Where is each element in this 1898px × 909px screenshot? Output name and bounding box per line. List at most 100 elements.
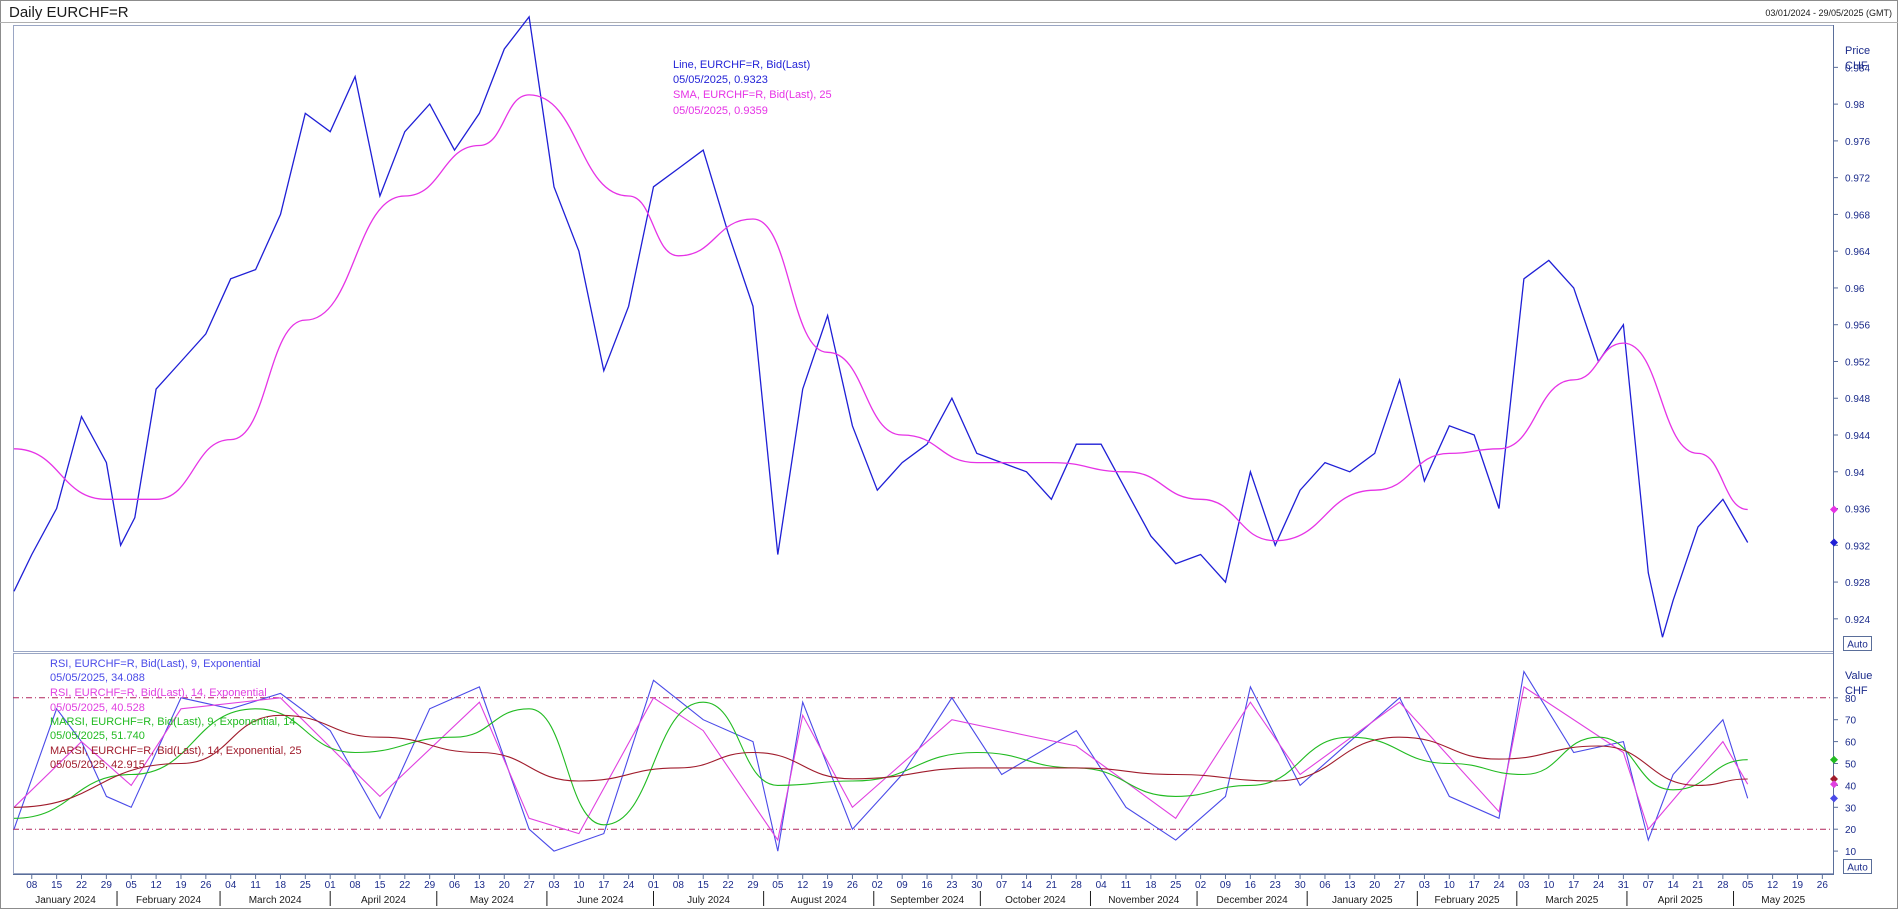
price-tick-label: 0.944 <box>1845 431 1870 442</box>
day-tick-label: 03 <box>1518 880 1530 891</box>
x-axis-ticks: 08 15 22 29 05 12 19 26 04 11 18 25 01 08 15 22 29 06 13 20… <box>26 874 1828 906</box>
day-tick-label: 19 <box>175 880 187 891</box>
value-tick-label: 20 <box>1845 825 1857 836</box>
price-legend: Line, EURCHF=R, Bid(Last) 05/05/2025, 0.… <box>673 59 832 117</box>
marsi9-last-marker <box>1830 755 1838 764</box>
legend-rsi9-value: 05/05/2025, 34.088 <box>50 672 145 684</box>
day-tick-label: 10 <box>1444 880 1456 891</box>
month-label: November 2024 <box>1108 895 1180 906</box>
day-tick-label: 17 <box>598 880 610 891</box>
day-tick-label: 26 <box>200 880 212 891</box>
price-tick-label: 0.956 <box>1845 321 1870 332</box>
day-tick-label: 04 <box>1096 880 1108 891</box>
value-axis-unit: CHF <box>1845 685 1868 697</box>
day-tick-label: 01 <box>325 880 337 891</box>
price-tick-label: 0.984 <box>1845 63 1870 74</box>
price-axis-title: Price <box>1845 45 1870 57</box>
day-tick-label: 12 <box>1767 880 1779 891</box>
day-tick-label: 12 <box>797 880 809 891</box>
price-tick-label: 0.932 <box>1845 541 1870 552</box>
day-tick-label: 15 <box>374 880 386 891</box>
sma-last-marker <box>1830 505 1838 514</box>
rsi14-last-marker <box>1830 780 1838 789</box>
day-tick-label: 17 <box>1568 880 1580 891</box>
value-axis-title: Value <box>1845 670 1872 682</box>
price-tick-label: 0.936 <box>1845 505 1870 516</box>
month-label: June 2024 <box>577 895 624 906</box>
value-tick-label: 30 <box>1845 803 1857 814</box>
day-tick-label: 24 <box>623 880 635 891</box>
legend-marsi9-name: MARSI, EURCHF=R, Bid(Last), 9, Exponenti… <box>50 716 295 728</box>
day-tick-label: 22 <box>399 880 411 891</box>
legend-marsi14-name: MARSI, EURCHF=R, Bid(Last), 14, Exponent… <box>50 745 302 757</box>
day-tick-label: 29 <box>424 880 436 891</box>
day-tick-label: 12 <box>151 880 163 891</box>
day-tick-label: 13 <box>474 880 486 891</box>
value-tick-label: 70 <box>1845 716 1857 727</box>
price-last-marker <box>1830 538 1838 547</box>
day-tick-label: 20 <box>1369 880 1381 891</box>
day-tick-label: 15 <box>698 880 710 891</box>
lower-auto-button[interactable]: Auto <box>1843 859 1872 874</box>
day-tick-label: 11 <box>250 880 261 891</box>
marsi14-last-marker <box>1830 775 1838 784</box>
upper-auto-label: Auto <box>1847 640 1868 651</box>
month-label: February 2025 <box>1435 895 1500 906</box>
legend-sma-value: 05/05/2025, 0.9359 <box>673 105 768 117</box>
legend-rsi14-name: RSI, EURCHF=R, Bid(Last), 14, Exponentia… <box>50 687 267 699</box>
date-range-label: 03/01/2024 - 29/05/2025 (GMT) <box>1765 8 1892 18</box>
legend-marsi9-value: 05/05/2025, 51.740 <box>50 730 145 742</box>
last-value-markers <box>1830 505 1838 803</box>
day-tick-label: 21 <box>1692 880 1704 891</box>
lower-panel-frame <box>13 653 1834 874</box>
day-tick-label: 16 <box>921 880 933 891</box>
price-tick-label: 0.964 <box>1845 247 1870 258</box>
day-tick-label: 06 <box>1319 880 1331 891</box>
month-label: December 2024 <box>1217 895 1289 906</box>
month-label: March 2025 <box>1545 895 1598 906</box>
day-tick-label: 14 <box>1668 880 1680 891</box>
legend-price-name: Line, EURCHF=R, Bid(Last) <box>673 59 810 71</box>
day-tick-label: 05 <box>1742 880 1754 891</box>
rsi9-last-marker <box>1830 794 1838 803</box>
month-label: January 2024 <box>35 895 96 906</box>
month-label: April 2024 <box>361 895 406 906</box>
value-axis-ticks: 10 20 30 40 50 60 70 80 <box>1833 694 1857 858</box>
price-tick-label: 0.98 <box>1845 100 1865 111</box>
price-tick-label: 0.94 <box>1845 468 1865 479</box>
day-tick-label: 24 <box>1493 880 1505 891</box>
upper-panel-frame <box>13 25 1834 652</box>
value-tick-label: 40 <box>1845 781 1857 792</box>
legend-rsi14-value: 05/05/2025, 40.528 <box>50 702 145 714</box>
legend-price-value: 05/05/2025, 0.9323 <box>673 74 768 86</box>
lower-auto-label: Auto <box>1847 863 1868 874</box>
legend-rsi9-name: RSI, EURCHF=R, Bid(Last), 9, Exponential <box>50 658 261 670</box>
day-tick-label: 23 <box>946 880 958 891</box>
day-tick-label: 05 <box>772 880 784 891</box>
day-tick-label: 20 <box>499 880 511 891</box>
day-tick-label: 10 <box>573 880 585 891</box>
price-tick-label: 0.968 <box>1845 210 1870 221</box>
day-tick-label: 07 <box>1643 880 1655 891</box>
month-label: October 2024 <box>1005 895 1066 906</box>
day-tick-label: 28 <box>1717 880 1729 891</box>
day-tick-label: 25 <box>1170 880 1182 891</box>
day-tick-label: 18 <box>275 880 287 891</box>
day-tick-label: 05 <box>126 880 138 891</box>
upper-auto-button[interactable]: Auto <box>1843 636 1872 651</box>
day-tick-label: 19 <box>822 880 834 891</box>
month-label: April 2025 <box>1658 895 1703 906</box>
month-label: January 2025 <box>1332 895 1393 906</box>
price-tick-label: 0.948 <box>1845 394 1870 405</box>
month-label: August 2024 <box>791 895 848 906</box>
price-series-group <box>13 15 1749 638</box>
day-tick-label: 31 <box>1618 880 1630 891</box>
day-tick-label: 22 <box>723 880 735 891</box>
marsi9-line <box>13 701 1748 826</box>
price-line <box>13 15 1749 638</box>
month-label: September 2024 <box>890 895 964 906</box>
price-tick-label: 0.972 <box>1845 174 1870 185</box>
value-tick-label: 50 <box>1845 760 1857 771</box>
value-tick-label: 60 <box>1845 738 1857 749</box>
